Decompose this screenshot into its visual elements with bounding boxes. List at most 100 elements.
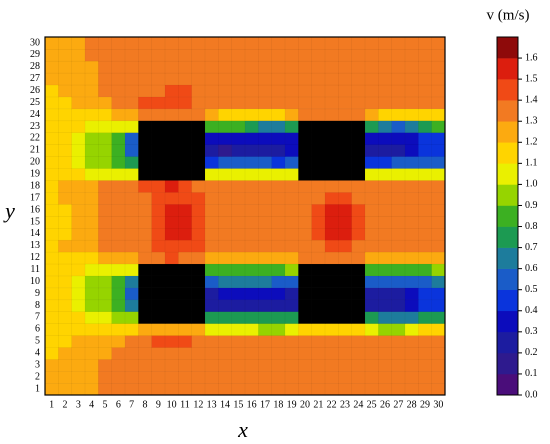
cell [351, 72, 366, 86]
cell [418, 251, 433, 265]
cell [311, 191, 326, 205]
cell [231, 335, 246, 348]
cell [44, 60, 59, 74]
x-tick-label: 28 [407, 399, 417, 410]
cell [164, 96, 179, 110]
cell [58, 72, 73, 86]
cell [58, 239, 73, 253]
colorbar-title: v (m/s) [487, 7, 530, 23]
cell [71, 263, 86, 277]
cell [204, 263, 219, 277]
y-tick-label: 16 [30, 204, 40, 215]
cell [271, 72, 286, 86]
cell [164, 191, 179, 205]
cell [431, 275, 446, 289]
cell [178, 48, 193, 62]
cell [298, 227, 313, 241]
cell [58, 144, 73, 157]
cell [378, 120, 393, 134]
cell [218, 215, 233, 229]
cell [124, 382, 139, 396]
cell [404, 299, 419, 313]
cell [271, 144, 286, 157]
cell [231, 239, 246, 253]
cell [271, 358, 286, 372]
y-tick-label: 17 [30, 192, 40, 203]
y-tick-label: 10 [30, 276, 40, 287]
cell [391, 347, 406, 360]
cell [271, 60, 286, 74]
y-tick-label: 7 [35, 312, 40, 323]
cell [311, 36, 326, 50]
cell [324, 347, 339, 360]
obstacle-cell [191, 168, 206, 181]
cell [218, 203, 233, 217]
cell [111, 144, 126, 157]
obstacle-cell [298, 120, 312, 133]
cell [178, 36, 193, 50]
cell [124, 144, 139, 157]
cell [191, 179, 206, 193]
colorbar-swatch [497, 268, 518, 291]
cell [258, 299, 273, 313]
cell [204, 96, 219, 110]
cell [44, 36, 59, 50]
cell [338, 323, 353, 336]
cell [391, 323, 406, 336]
cell [431, 120, 446, 134]
cell [111, 323, 126, 336]
cell [98, 120, 113, 134]
y-tick-label: 29 [30, 49, 40, 60]
cell [231, 275, 246, 289]
cell [258, 263, 273, 277]
cell [191, 239, 206, 253]
cell [258, 275, 273, 289]
cell [111, 311, 126, 324]
cell [151, 191, 166, 205]
cell [258, 239, 273, 253]
cell [324, 335, 339, 348]
colorbar-tick-label: 0.3 [525, 326, 538, 337]
cell [324, 36, 339, 50]
cell [324, 382, 339, 396]
cell [311, 96, 326, 110]
cell [391, 132, 406, 145]
cell [44, 263, 59, 277]
cell [164, 239, 179, 253]
colorbar-tick-label: 1.0 [525, 179, 538, 190]
obstacle-cell [338, 275, 352, 288]
cell [84, 179, 99, 193]
cell [364, 335, 379, 348]
obstacle-cell [338, 287, 352, 300]
cell [378, 299, 393, 313]
cell [98, 227, 113, 241]
cell [244, 84, 259, 98]
y-tick-label: 20 [30, 157, 40, 168]
cell [44, 382, 59, 396]
cell [338, 84, 353, 98]
cell [364, 132, 379, 145]
cell [204, 311, 219, 324]
cell [324, 215, 339, 229]
cell [364, 323, 379, 336]
cell [204, 203, 219, 217]
obstacle-cell [138, 311, 152, 324]
cell [364, 72, 379, 86]
obstacle-cell [325, 287, 339, 300]
cell [404, 370, 419, 384]
cell [71, 132, 86, 145]
cell [218, 48, 233, 62]
cell [58, 263, 73, 277]
cell [431, 84, 446, 98]
cell [391, 251, 406, 265]
cell [44, 84, 59, 98]
cell [364, 96, 379, 110]
cell [258, 358, 273, 372]
cell [324, 84, 339, 98]
cell [58, 84, 73, 98]
cell [378, 203, 393, 217]
cell [71, 84, 86, 98]
cell [431, 287, 446, 301]
cell [431, 227, 446, 241]
cell [71, 299, 86, 313]
